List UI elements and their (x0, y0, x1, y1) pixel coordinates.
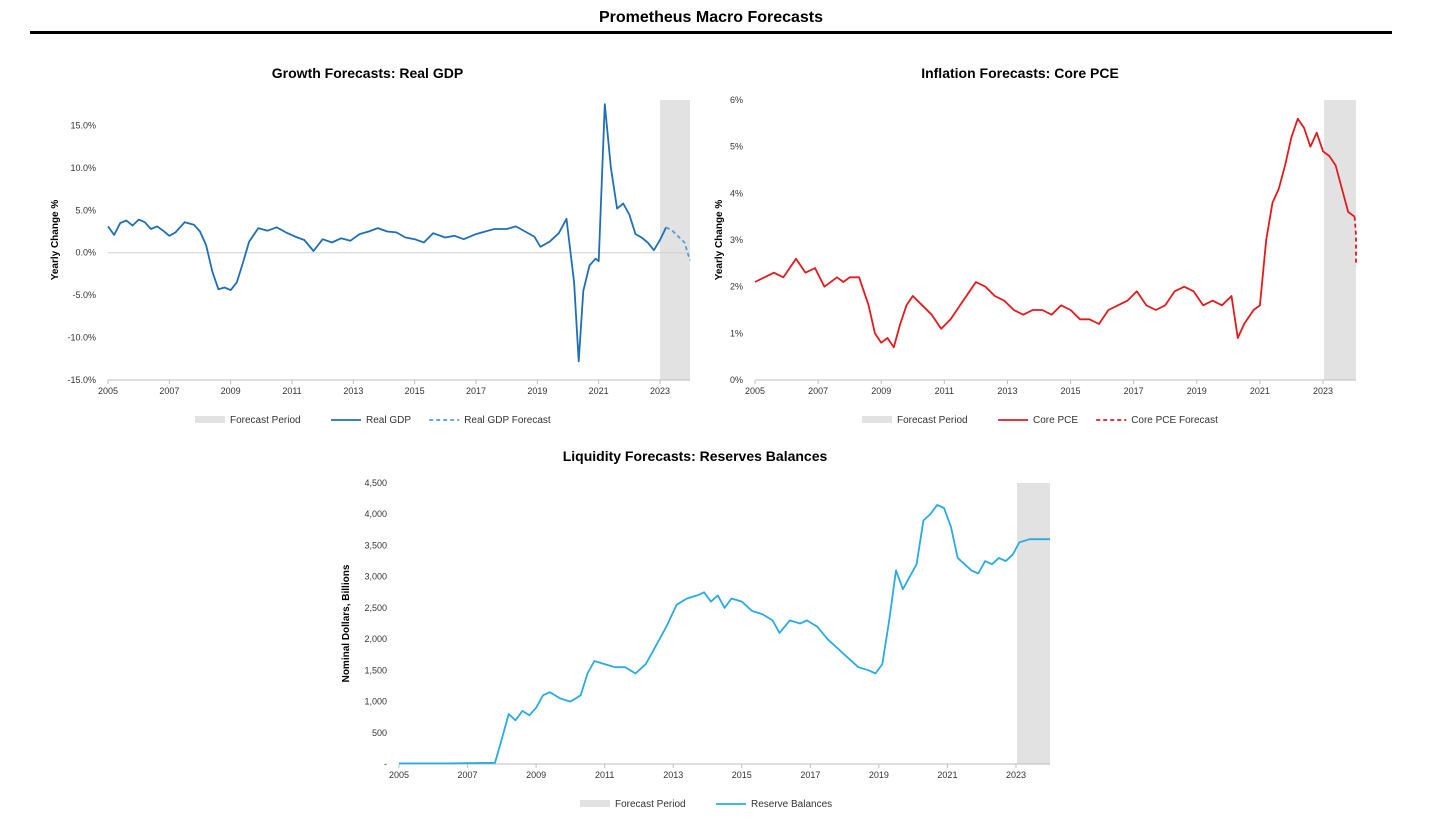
x-tick-label: 2005 (98, 386, 118, 396)
x-tick-label: 2009 (221, 386, 241, 396)
pce-series-forecast-line (1353, 216, 1357, 266)
x-tick-label: 2007 (808, 386, 828, 396)
legend-swatch-forecast-period (580, 800, 610, 807)
x-tick-label: 2021 (589, 386, 609, 396)
x-tick-label: 2011 (282, 386, 301, 396)
y-tick-label: 1% (730, 328, 743, 338)
page-title: Prometheus Macro Forecasts (598, 9, 824, 26)
x-tick-label: 2023 (650, 386, 670, 396)
y-axis-label: Yearly Change % (50, 200, 61, 281)
x-tick-label: 2019 (1187, 386, 1207, 396)
y-tick-label: -5.0% (72, 290, 96, 300)
y-tick-label: 1,000 (364, 697, 387, 707)
title-divider (30, 31, 1392, 34)
legend-swatch-forecast-period (195, 416, 225, 423)
x-tick-label: 2017 (800, 770, 820, 780)
legend-label: Forecast Period (615, 799, 686, 810)
legend-label: Forecast Period (897, 415, 968, 426)
y-tick-label: - (384, 759, 387, 769)
reserves-chart-title: Liquidity Forecasts: Reserves Balances (562, 448, 828, 464)
legend-swatch-forecast-period (862, 416, 892, 423)
gdp-series-forecast-line (665, 226, 691, 261)
y-tick-label: -10.0% (67, 333, 96, 343)
legend-label: Core PCE Forecast (1131, 415, 1218, 426)
y-tick-label: 500 (372, 728, 387, 738)
y-axis-label: Nominal Dollars, Billions (341, 564, 352, 682)
x-tick-label: 2007 (159, 386, 179, 396)
y-tick-label: 2,500 (364, 603, 387, 613)
y-tick-label: 5% (730, 142, 743, 152)
x-tick-label: 2013 (997, 386, 1017, 396)
legend-label: Core PCE (1033, 415, 1078, 426)
legend-label: Reserve Balances (751, 799, 832, 810)
gdp-chart-title: Growth Forecasts: Real GDP (271, 65, 464, 81)
x-tick-label: 2015 (732, 770, 752, 780)
x-tick-label: 2019 (527, 386, 547, 396)
x-tick-label: 2017 (1124, 386, 1144, 396)
pce-chart-title: Inflation Forecasts: Core PCE (921, 65, 1119, 81)
x-tick-label: 2015 (405, 386, 425, 396)
y-tick-label: 3,500 (364, 540, 387, 550)
x-tick-label: 2021 (1250, 386, 1270, 396)
x-tick-label: 2009 (871, 386, 891, 396)
x-tick-label: 2023 (1313, 386, 1333, 396)
y-tick-label: 6% (730, 95, 743, 105)
x-tick-label: 2005 (745, 386, 765, 396)
pce-series-actual-line (754, 117, 1356, 349)
x-tick-label: 2015 (1061, 386, 1081, 396)
x-tick-label: 2009 (526, 770, 546, 780)
x-tick-label: 2023 (1006, 770, 1026, 780)
y-tick-label: 3,000 (364, 572, 387, 582)
x-tick-label: 2017 (466, 386, 486, 396)
y-tick-label: -15.0% (67, 375, 96, 385)
x-tick-label: 2021 (937, 770, 957, 780)
gdp-series-actual-line (107, 103, 667, 363)
x-tick-label: 2013 (343, 386, 363, 396)
y-tick-label: 0% (730, 375, 743, 385)
legend-label: Real GDP (366, 415, 411, 426)
x-tick-label: 2007 (458, 770, 478, 780)
reserves-chart: 4,500 4,000 3,500 3,000 2,500 2,000 1,500 1,000… (341, 478, 1050, 810)
forecast-period-shade (660, 100, 690, 380)
forecast-period-shade (1017, 483, 1050, 764)
x-tick-label: 2005 (389, 770, 409, 780)
y-tick-label: 4,000 (364, 509, 387, 519)
legend-label: Forecast Period (230, 415, 301, 426)
x-tick-label: 2011 (935, 386, 954, 396)
legend-label: Real GDP Forecast (464, 415, 551, 426)
y-tick-label: 10.0% (70, 163, 96, 173)
y-tick-label: 5.0% (75, 205, 96, 215)
y-tick-label: 3% (730, 235, 743, 245)
y-tick-label: 0.0% (75, 248, 96, 258)
y-axis-label: Yearly Change % (714, 200, 725, 281)
y-tick-label: 2% (730, 282, 743, 292)
x-tick-label: 2011 (595, 770, 614, 780)
reserves-series-actual-line (399, 503, 1050, 765)
y-tick-label: 15.0% (70, 120, 96, 130)
pce-chart: 6% 5% 4% 3% 2% 1% 0%2005 2007 2009 2011 2013 2015 20… (714, 95, 1357, 426)
y-tick-label: 2,000 (364, 634, 387, 644)
y-tick-label: 4,500 (364, 478, 387, 488)
y-tick-label: 4% (730, 188, 743, 198)
y-tick-label: 1,500 (364, 665, 387, 675)
x-tick-label: 2013 (663, 770, 683, 780)
forecast-period-shade (1324, 100, 1356, 380)
x-tick-label: 2019 (869, 770, 889, 780)
gdp-chart: 15.0% 10.0% 5.0% 0.0% -5.0% -10.0% -15.0%2005 2… (50, 100, 691, 426)
